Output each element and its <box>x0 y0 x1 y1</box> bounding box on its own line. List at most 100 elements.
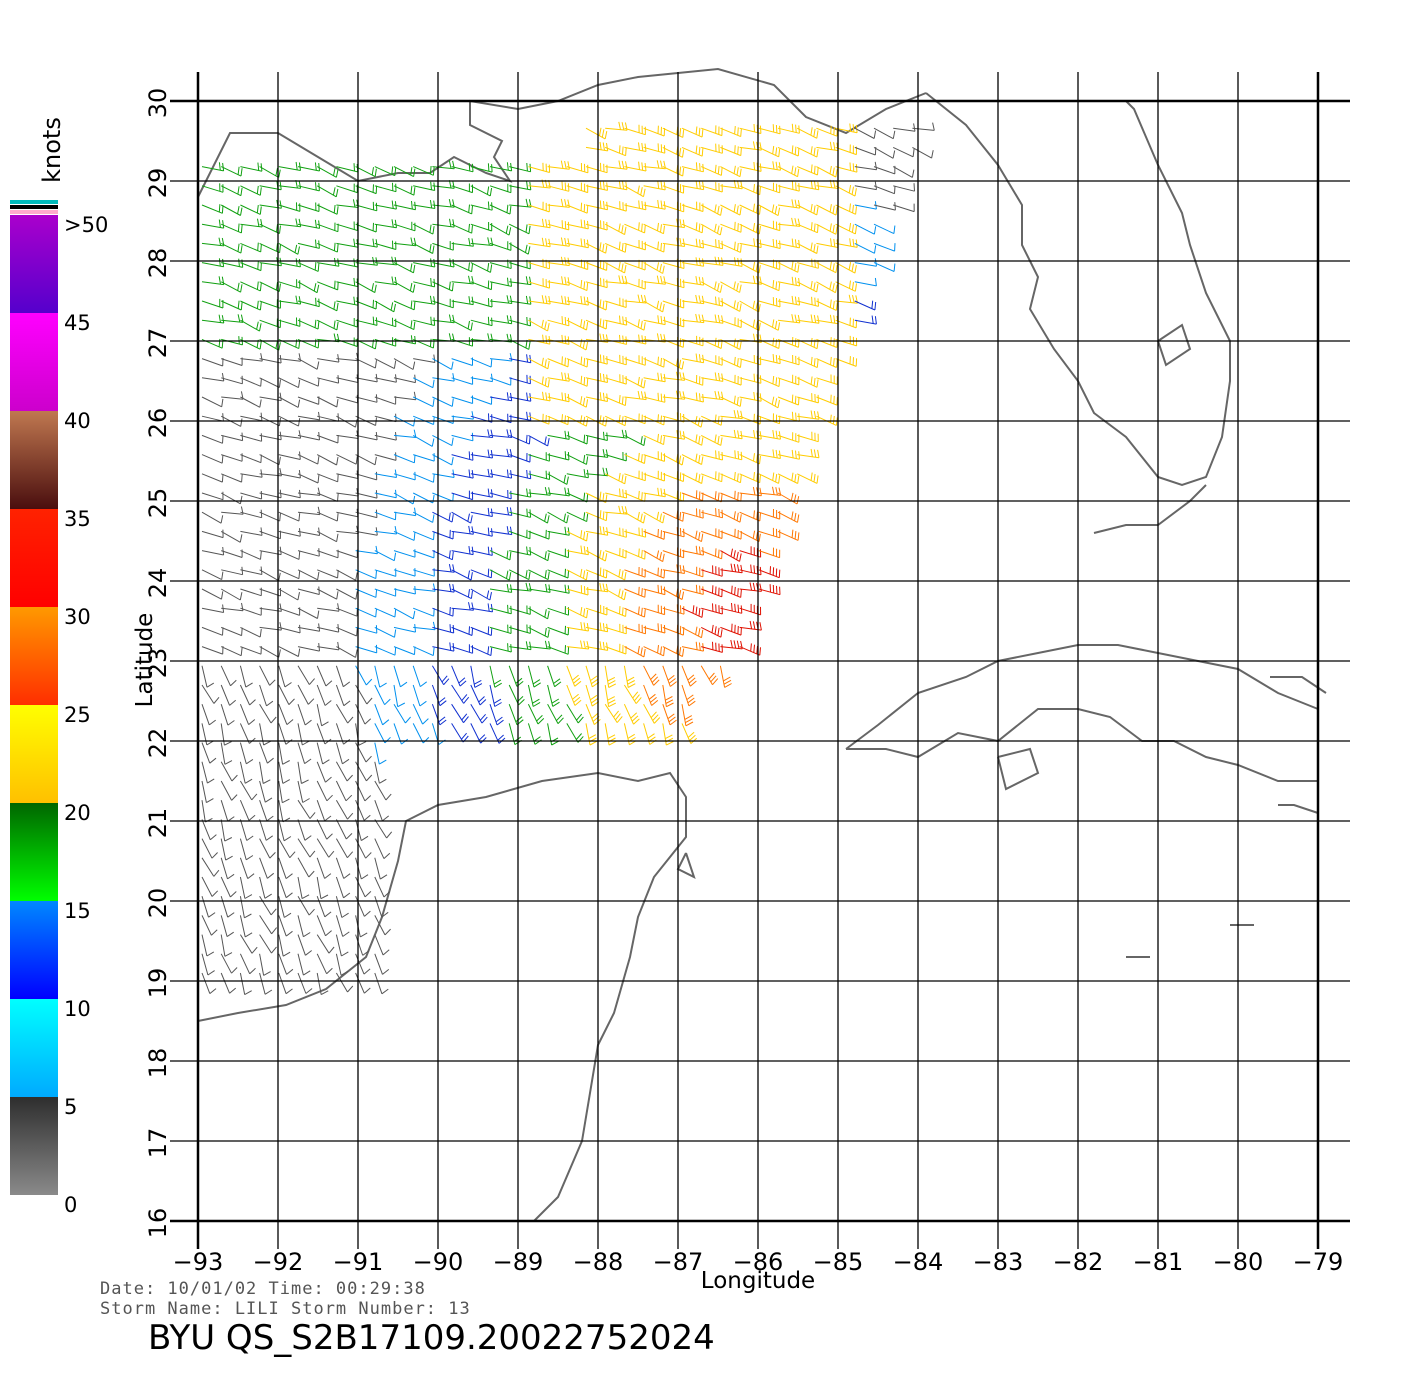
colorbar-band <box>10 313 58 411</box>
wind-barb <box>662 316 685 328</box>
wind-barb <box>624 185 646 198</box>
wind-barb <box>585 200 608 211</box>
wind-barb <box>796 376 819 388</box>
wind-barb <box>700 665 719 686</box>
wind-barb <box>777 165 800 178</box>
wind-barb <box>873 202 896 211</box>
wind-barb <box>489 550 512 561</box>
wind-barb <box>355 201 378 212</box>
wind-barb <box>605 121 628 131</box>
wind-barb <box>201 915 218 936</box>
wind-barb <box>413 607 435 617</box>
wind-barb <box>816 374 838 385</box>
wind-barb <box>489 583 513 593</box>
wind-barb <box>259 819 273 841</box>
wind-barb <box>278 780 290 804</box>
wind-barb <box>566 375 589 387</box>
wind-barb <box>220 588 243 601</box>
wind-barb <box>470 373 493 383</box>
wind-barb <box>777 511 800 523</box>
wind-barb <box>201 876 219 897</box>
wind-barb <box>451 237 474 247</box>
wind-barb <box>643 125 666 137</box>
wind-barb <box>547 334 570 345</box>
wind-barb <box>701 355 723 366</box>
wind-barb <box>413 338 435 349</box>
wind-barb <box>509 508 532 518</box>
wind-barb <box>489 241 512 251</box>
wind-barb <box>624 355 646 366</box>
wind-barb <box>451 275 474 285</box>
wind-barb <box>278 646 301 657</box>
wind-barb <box>681 276 705 286</box>
wind-barb <box>297 953 311 976</box>
wind-barb <box>566 162 589 174</box>
wind-barb <box>240 185 262 196</box>
wind-barb <box>681 313 705 324</box>
wind-barb <box>297 838 316 858</box>
wind-barb <box>432 550 454 561</box>
wind-barb <box>259 646 281 658</box>
wind-barb <box>835 317 858 329</box>
colorbar-band <box>10 999 58 1097</box>
wind-barb <box>336 415 358 428</box>
wind-barb <box>701 603 723 615</box>
wind-barb <box>297 262 320 272</box>
wind-barb <box>662 237 686 247</box>
wind-barb <box>624 200 647 211</box>
wind-barb <box>585 141 609 152</box>
wind-barb <box>201 704 216 726</box>
wind-barb <box>835 162 858 173</box>
wind-barb <box>201 298 224 309</box>
wind-barb <box>643 143 666 154</box>
wind-barb <box>297 684 315 705</box>
wind-barb <box>201 838 218 859</box>
wind-barb <box>624 222 646 234</box>
colorbar: knots <box>10 117 66 1195</box>
wind-barb <box>297 431 320 441</box>
wind-barb <box>470 163 493 173</box>
wind-barb <box>816 356 838 368</box>
lat-tick-label: 22 <box>144 728 172 759</box>
wind-barb <box>259 588 281 597</box>
wind-barb <box>758 430 781 440</box>
wind-barb <box>297 915 311 938</box>
wind-barb <box>374 819 393 839</box>
wind-barb <box>681 641 704 652</box>
wind-barb <box>259 511 281 522</box>
wind-barb <box>335 857 351 879</box>
wind-barb <box>912 122 935 131</box>
wind-barb <box>681 353 705 364</box>
wind-barb <box>758 238 781 249</box>
wind-barb <box>623 684 642 704</box>
wind-barb <box>720 204 742 216</box>
wind-barb <box>201 896 216 918</box>
wind-barb <box>221 549 243 558</box>
wind-barb <box>451 588 473 600</box>
wind-barb <box>662 218 685 229</box>
wind-barb <box>278 857 293 879</box>
wind-barb <box>528 470 551 480</box>
wind-barb <box>835 222 857 235</box>
wind-barb <box>624 142 647 152</box>
wind-barb <box>796 337 819 350</box>
wind-barb <box>662 604 685 615</box>
wind-barb <box>451 296 474 306</box>
wind-barb <box>873 165 896 175</box>
wind-barb <box>796 146 819 158</box>
wind-barb <box>316 684 332 706</box>
wind-barb <box>470 429 494 438</box>
wind-barb <box>412 665 428 687</box>
wind-barb <box>739 319 761 332</box>
wind-barb <box>643 584 666 596</box>
wind-barb <box>489 223 512 236</box>
wind-barb <box>547 414 570 426</box>
wind-barb <box>240 490 263 500</box>
wind-barb <box>278 279 301 289</box>
wind-barb <box>201 183 224 193</box>
wind-barb <box>278 953 294 975</box>
wind-barb <box>643 511 665 524</box>
lon-tick-label: −83 <box>973 1248 1024 1276</box>
wind-barb <box>220 953 238 974</box>
wind-barb <box>489 569 512 581</box>
